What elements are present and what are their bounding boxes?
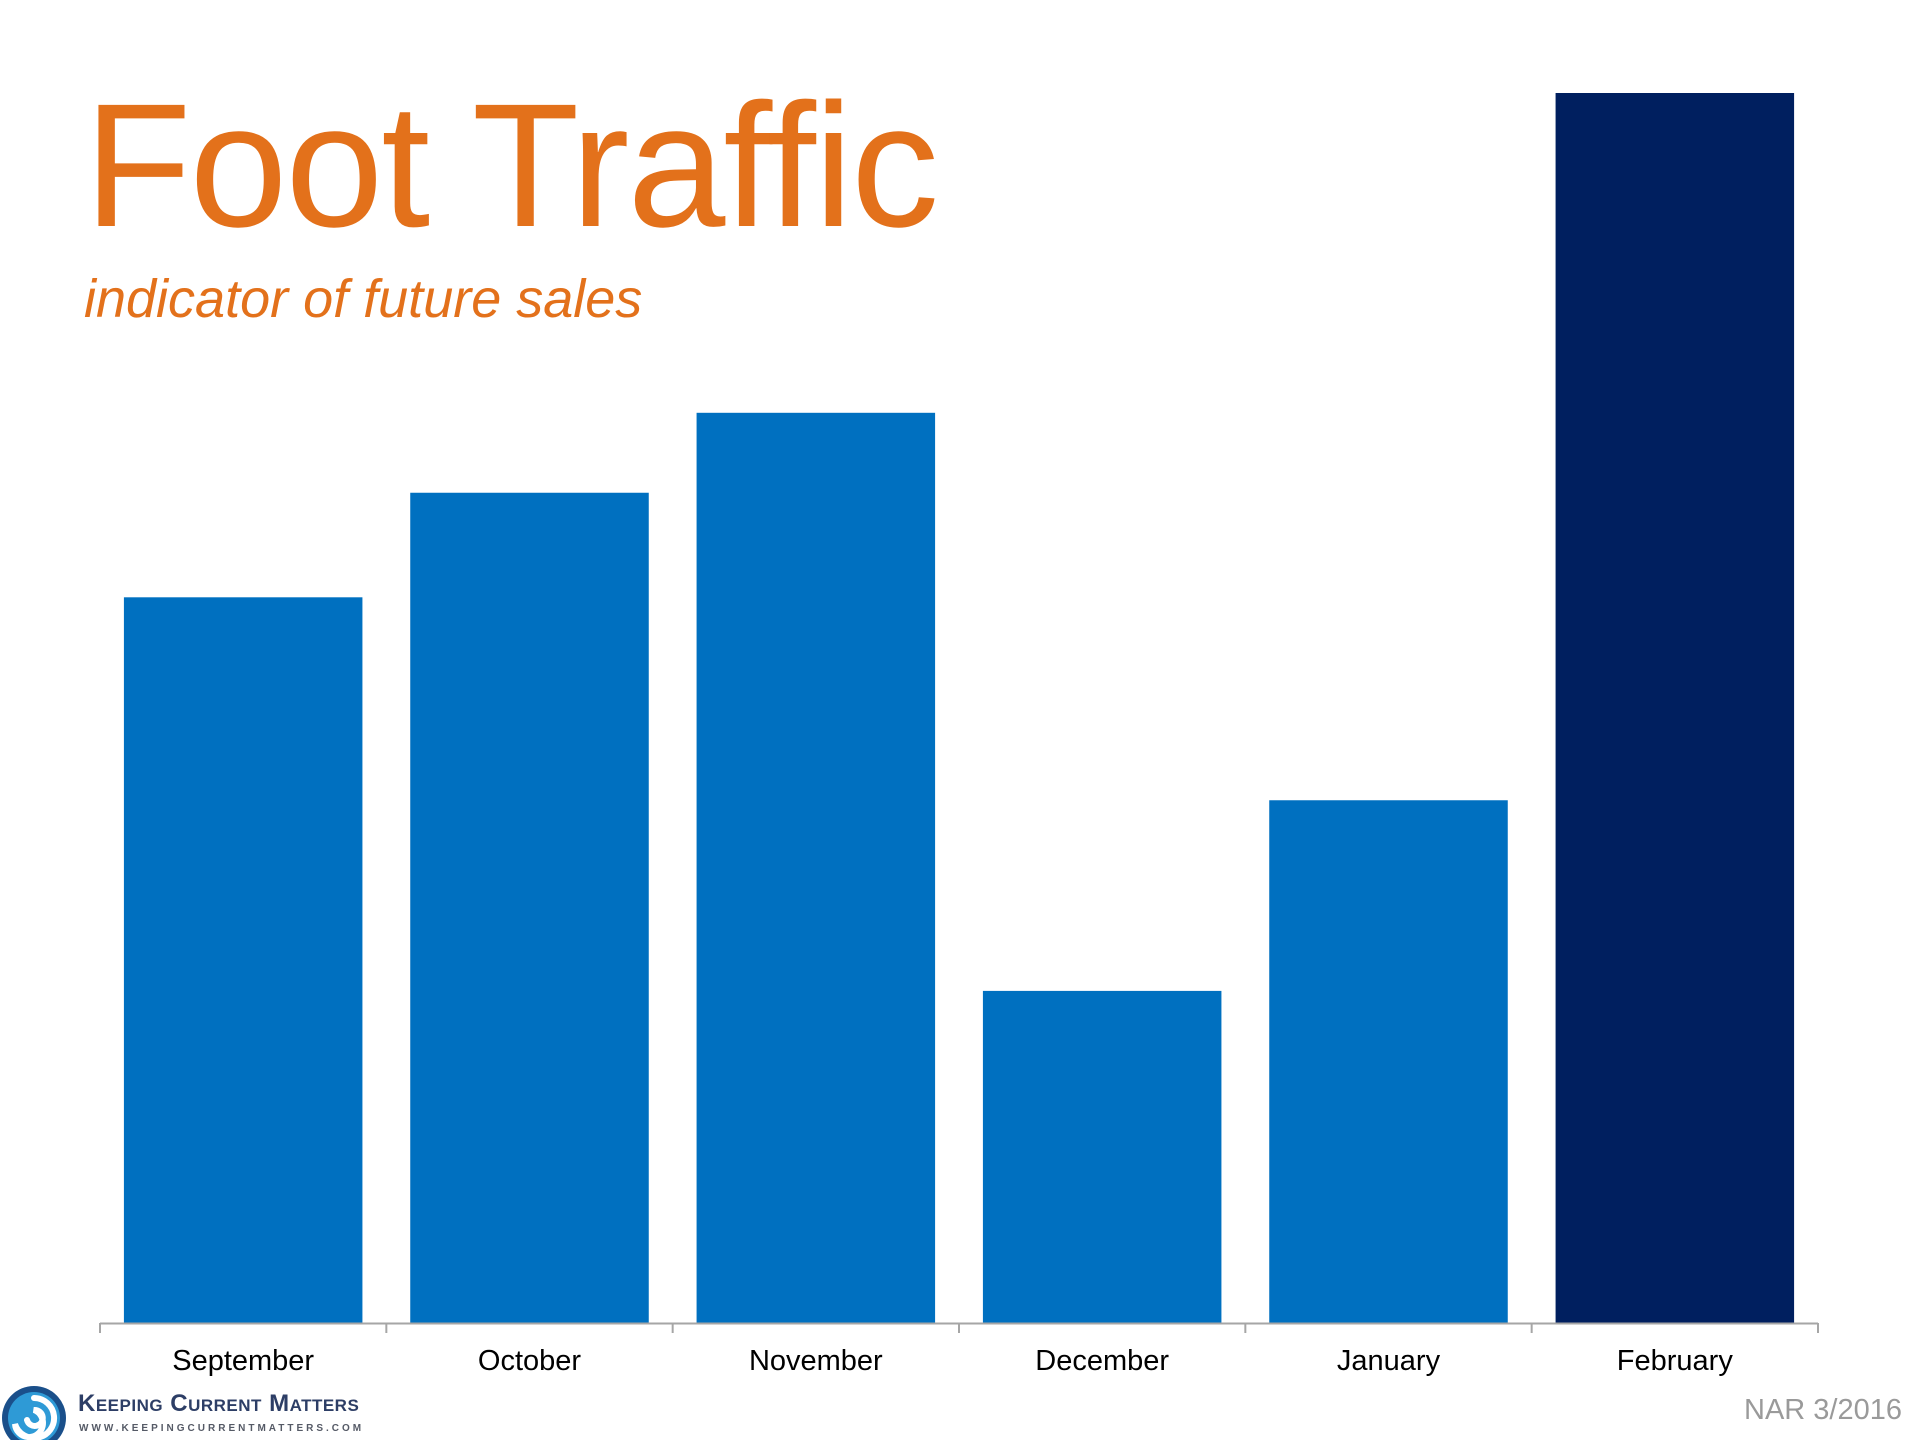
logo-url: WWW.KEEPINGCURRENTMATTERS.COM <box>79 1423 365 1434</box>
bar-november <box>696 412 936 1323</box>
chart-subtitle: indicator of future sales <box>84 269 643 329</box>
tick-label-january: January <box>1337 1345 1441 1377</box>
bar-december <box>982 990 1222 1323</box>
x-axis-labels: September October November December January F… <box>172 1345 1733 1377</box>
x-axis <box>99 1322 1819 1333</box>
chart-title: Foot Traffic <box>84 68 939 264</box>
logo-name: Keeping Current Matters <box>78 1390 360 1417</box>
swirl-icon <box>2 1386 66 1440</box>
tick-label-october: October <box>478 1345 581 1377</box>
tick-label-february: February <box>1617 1345 1734 1377</box>
bars-group <box>123 93 1795 1323</box>
bar-october <box>410 492 649 1323</box>
tick-label-september: September <box>172 1345 314 1377</box>
bar-january <box>1269 800 1508 1323</box>
tick-label-november: November <box>749 1345 883 1377</box>
source-note: NAR 3/2016 <box>1744 1394 1902 1426</box>
tick-label-december: December <box>1035 1345 1169 1377</box>
bar-february <box>1555 93 1795 1323</box>
bar-september <box>123 597 363 1323</box>
